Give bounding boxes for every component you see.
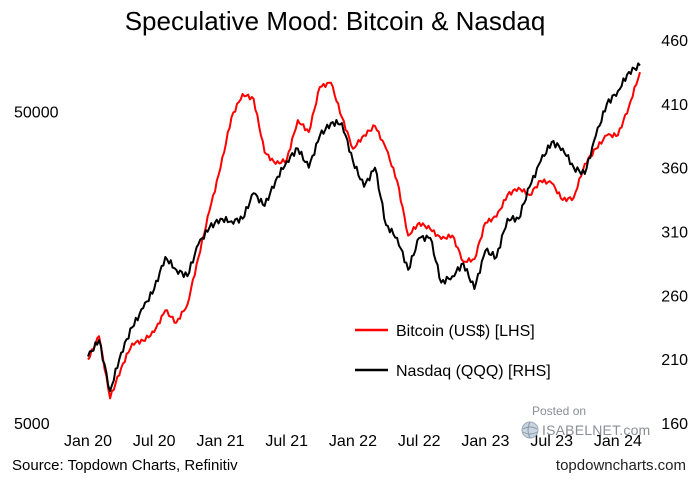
series-line-nasdaq xyxy=(87,62,641,393)
right-tick-label: 160 xyxy=(661,416,688,433)
legend: Bitcoin (US$) [LHS] Nasdaq (QQQ) [RHS] xyxy=(355,323,551,380)
x-tick-label: Jan 22 xyxy=(329,433,377,450)
left-tick-label: 50000 xyxy=(14,105,59,122)
legend-label: Nasdaq (QQQ) [RHS] xyxy=(396,363,551,380)
series-line-bitcoin xyxy=(87,71,641,400)
legend-label: Bitcoin (US$) [LHS] xyxy=(396,323,535,340)
x-tick-label: Jan 23 xyxy=(461,433,509,450)
right-axis-ticks: 160 210 260 310 360 410 460 xyxy=(661,33,688,433)
series-lines xyxy=(87,62,641,400)
watermark-posted-on: Posted on xyxy=(532,404,587,418)
watermark-brand: ISABELNET.com xyxy=(542,422,651,438)
left-tick-label: 5000 xyxy=(14,416,50,433)
right-tick-label: 210 xyxy=(661,352,688,369)
x-tick-label: Jan 24 xyxy=(594,433,642,450)
x-tick-label: Jul 20 xyxy=(133,433,176,450)
x-tick-label: Jul 23 xyxy=(530,433,573,450)
left-axis-ticks: 5000 50000 xyxy=(14,105,59,433)
globe-icon xyxy=(521,421,539,439)
x-tick-label: Jan 21 xyxy=(196,433,244,450)
x-axis-ticks: Jan 20 Jul 20 Jan 21 Jul 21 Jan 22 Jul 22 Jan … xyxy=(64,433,642,450)
chart-title: Speculative Mood: Bitcoin & Nasdaq xyxy=(125,6,546,36)
x-tick-label: Jan 20 xyxy=(64,433,112,450)
source-note: Source: Topdown Charts, Refinitiv xyxy=(12,457,238,474)
isabelnet-watermark: Posted on ISABELNET.com xyxy=(520,404,660,446)
right-tick-label: 360 xyxy=(661,161,688,178)
right-tick-label: 410 xyxy=(661,97,688,114)
x-tick-label: Jul 21 xyxy=(265,433,308,450)
right-tick-label: 260 xyxy=(661,288,688,305)
right-tick-label: 460 xyxy=(661,33,688,50)
brand-footer: topdowncharts.com xyxy=(555,457,686,474)
right-tick-label: 310 xyxy=(661,225,688,242)
x-tick-label: Jul 22 xyxy=(398,433,441,450)
